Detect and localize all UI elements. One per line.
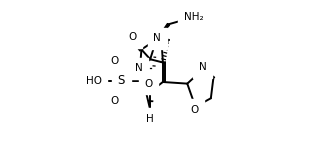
Text: NH₂: NH₂ <box>184 12 204 22</box>
Text: O: O <box>111 56 119 66</box>
Text: HO: HO <box>86 76 102 86</box>
Text: O: O <box>111 96 119 106</box>
Text: N: N <box>135 63 143 73</box>
Text: O: O <box>128 32 137 42</box>
Text: O: O <box>190 105 198 115</box>
Text: S: S <box>118 74 125 87</box>
Text: N: N <box>198 62 206 72</box>
Text: N: N <box>153 33 161 43</box>
Text: H: H <box>146 114 154 124</box>
Polygon shape <box>156 23 170 40</box>
Text: O: O <box>144 79 152 89</box>
